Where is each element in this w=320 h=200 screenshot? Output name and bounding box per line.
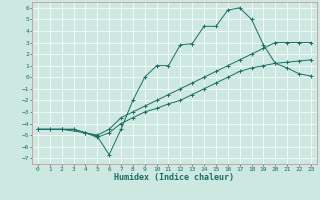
X-axis label: Humidex (Indice chaleur): Humidex (Indice chaleur) xyxy=(115,173,234,182)
